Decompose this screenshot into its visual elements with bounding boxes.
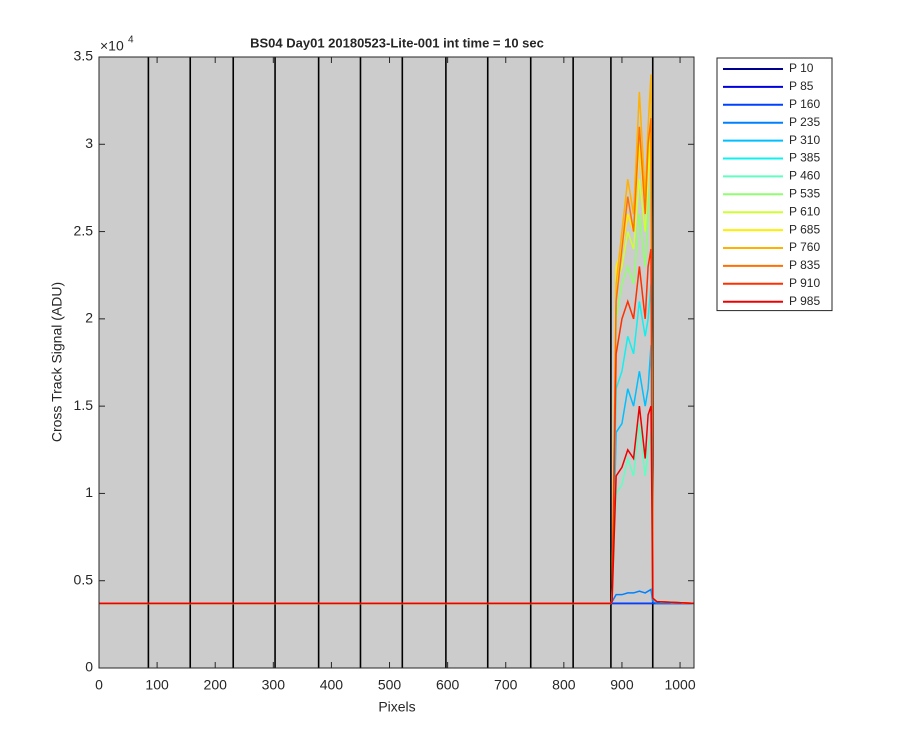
x-tick-label: 200 <box>204 677 228 693</box>
y-tick-label: 2.5 <box>74 222 94 238</box>
legend-label: P 910 <box>789 276 820 290</box>
legend-label: P 760 <box>789 240 820 254</box>
x-tick-label: 0 <box>95 677 103 693</box>
x-tick-label: 900 <box>610 677 634 693</box>
legend-label: P 160 <box>789 97 820 111</box>
legend-label: P 310 <box>789 133 820 147</box>
legend-label: P 385 <box>789 151 820 165</box>
legend-label: P 835 <box>789 258 820 272</box>
y-scale-power: 4 <box>128 35 134 46</box>
x-tick-label: 700 <box>494 677 518 693</box>
x-tick-label: 300 <box>262 677 286 693</box>
plot-background <box>99 57 694 668</box>
legend-label: P 535 <box>789 186 820 200</box>
y-tick-label: 0.5 <box>74 571 94 587</box>
x-tick-label: 600 <box>436 677 460 693</box>
legend-label: P 10 <box>789 61 814 75</box>
legend-label: P 460 <box>789 169 820 183</box>
y-scale-base: ×10 <box>100 38 124 54</box>
series-line <box>99 405 695 605</box>
x-axis-label: Pixels <box>378 699 415 715</box>
x-tick-label: 400 <box>320 677 344 693</box>
legend-label: P 610 <box>789 204 820 218</box>
axes-box <box>98 56 695 669</box>
y-tick-label: 1 <box>85 484 93 500</box>
legend-label: P 85 <box>789 79 814 93</box>
legend-box <box>716 57 833 312</box>
y-tick-label: 1.5 <box>74 397 94 413</box>
y-tick-label: 3.5 <box>74 48 94 64</box>
y-tick-label: 3 <box>85 135 93 151</box>
y-tick-label: 2 <box>85 310 93 326</box>
y-axis-label: Cross Track Signal (ADU) <box>49 282 65 442</box>
legend-label: P 985 <box>789 294 820 308</box>
legend-label: P 685 <box>789 222 820 236</box>
x-tick-label: 1000 <box>664 677 695 693</box>
y-tick-label: 0 <box>85 659 93 675</box>
x-tick-label: 500 <box>378 677 402 693</box>
x-tick-label: 800 <box>552 677 576 693</box>
x-tick-label: 100 <box>145 677 169 693</box>
legend-label: P 235 <box>789 115 820 129</box>
chart-title: BS04 Day01 20180523-Lite-001 int time = … <box>250 35 544 50</box>
